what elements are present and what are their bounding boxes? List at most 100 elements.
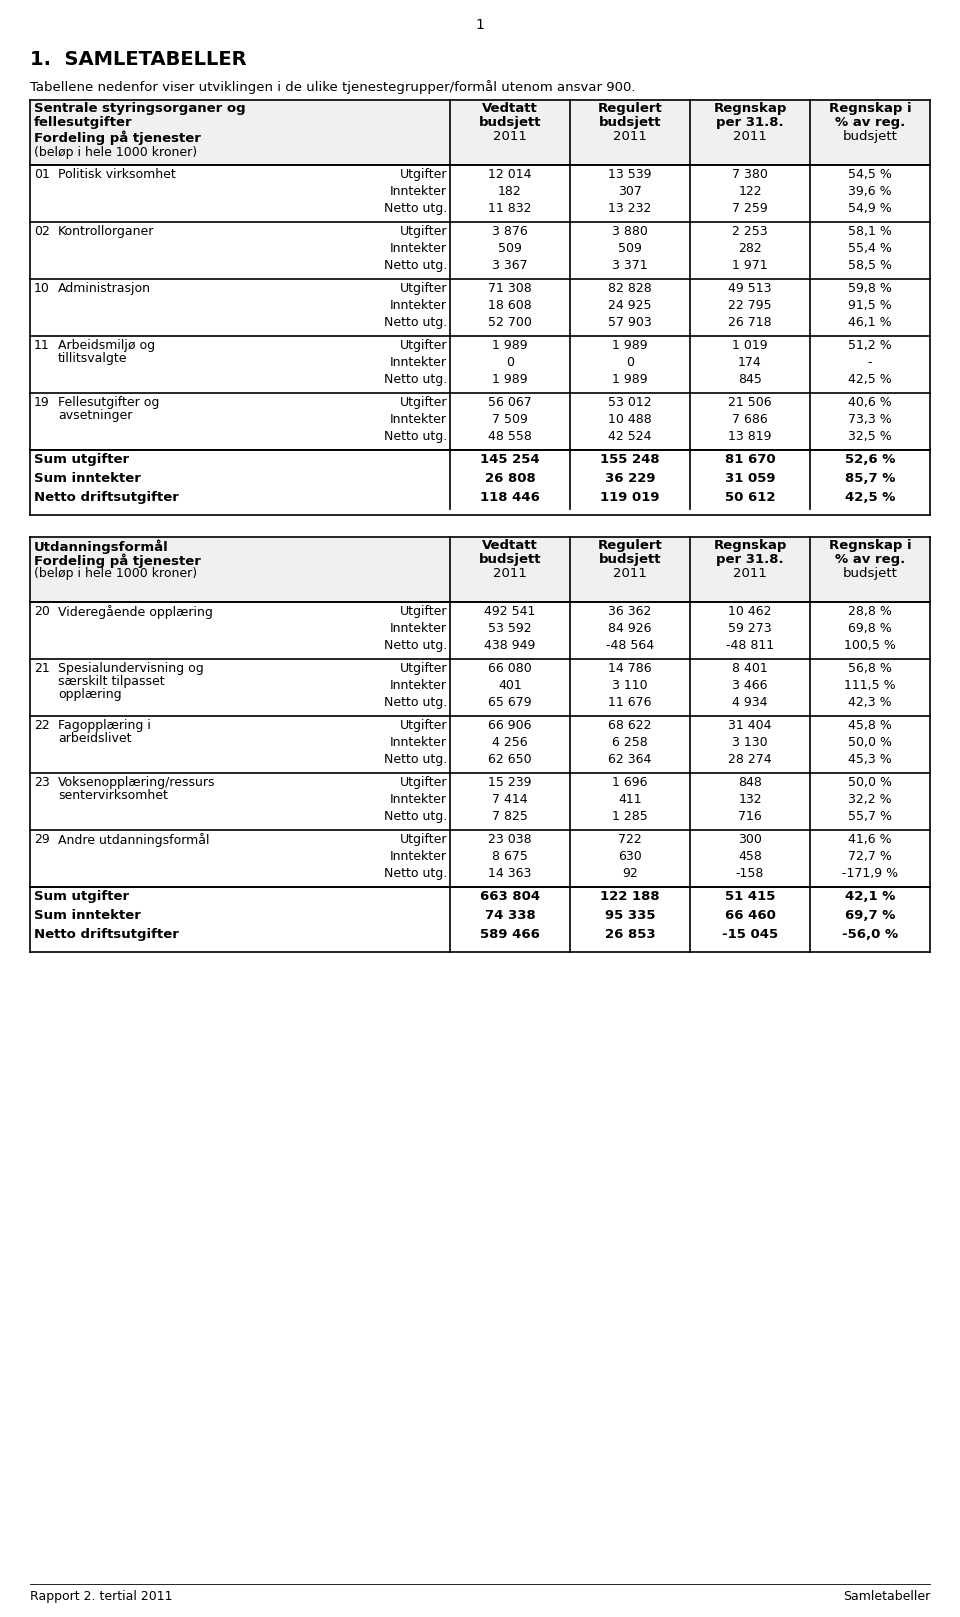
Text: Utgifter: Utgifter: [399, 720, 447, 733]
Text: 13 232: 13 232: [609, 202, 652, 215]
Text: 14 363: 14 363: [489, 867, 532, 880]
Text: 57 903: 57 903: [608, 315, 652, 328]
Text: 4 934: 4 934: [732, 695, 768, 708]
Text: 23: 23: [34, 776, 50, 789]
Text: 300: 300: [738, 833, 762, 846]
Text: Utgifter: Utgifter: [399, 833, 447, 846]
Text: 31 404: 31 404: [729, 720, 772, 733]
Text: 182: 182: [498, 184, 522, 197]
Text: 42,5 %: 42,5 %: [848, 374, 892, 386]
Text: 458: 458: [738, 851, 762, 863]
Text: Netto utg.: Netto utg.: [384, 315, 447, 328]
Text: Fagopplæring i: Fagopplæring i: [58, 720, 151, 733]
Text: 174: 174: [738, 356, 762, 369]
Text: opplæring: opplæring: [58, 687, 122, 702]
Text: 36 229: 36 229: [605, 472, 656, 485]
Text: Fellesutgifter og: Fellesutgifter og: [58, 396, 159, 409]
Text: % av reg.: % av reg.: [835, 553, 905, 566]
Text: 11: 11: [34, 340, 50, 353]
Text: 1 285: 1 285: [612, 810, 648, 823]
Text: Inntekter: Inntekter: [390, 356, 447, 369]
Text: 2011: 2011: [613, 568, 647, 581]
Text: 2011: 2011: [613, 129, 647, 142]
Text: 19: 19: [34, 396, 50, 409]
Text: tillitsvalgte: tillitsvalgte: [58, 353, 128, 365]
Text: 68 622: 68 622: [609, 720, 652, 733]
Text: 2011: 2011: [733, 568, 767, 581]
Text: 52 700: 52 700: [488, 315, 532, 328]
Text: 49 513: 49 513: [729, 281, 772, 294]
Text: 45,8 %: 45,8 %: [848, 720, 892, 733]
Text: -48 564: -48 564: [606, 639, 654, 652]
Text: Regnskap: Regnskap: [713, 538, 786, 551]
Text: 3 466: 3 466: [732, 679, 768, 692]
Text: 66 906: 66 906: [489, 720, 532, 733]
Text: (beløp i hele 1000 kroner): (beløp i hele 1000 kroner): [34, 568, 197, 581]
Text: per 31.8.: per 31.8.: [716, 553, 783, 566]
Text: 282: 282: [738, 243, 762, 255]
Text: 589 466: 589 466: [480, 928, 540, 941]
Text: 118 446: 118 446: [480, 492, 540, 505]
Bar: [30, 100, 930, 165]
Text: Utgifter: Utgifter: [399, 661, 447, 674]
Text: 91,5 %: 91,5 %: [848, 299, 892, 312]
Text: Politisk virksomhet: Politisk virksomhet: [58, 168, 176, 181]
Text: (beløp i hele 1000 kroner): (beløp i hele 1000 kroner): [34, 146, 197, 158]
Text: 51 415: 51 415: [725, 889, 775, 902]
Text: Voksenopplæring/ressurs: Voksenopplæring/ressurs: [58, 776, 215, 789]
Text: 66 460: 66 460: [725, 909, 776, 922]
Text: per 31.8.: per 31.8.: [716, 116, 783, 129]
Text: 11 832: 11 832: [489, 202, 532, 215]
Text: 59 273: 59 273: [729, 623, 772, 635]
Text: 11 676: 11 676: [609, 695, 652, 708]
Text: 42 524: 42 524: [609, 430, 652, 443]
Text: % av reg.: % av reg.: [835, 116, 905, 129]
Text: 23 038: 23 038: [489, 833, 532, 846]
Text: 8 675: 8 675: [492, 851, 528, 863]
Text: 36 362: 36 362: [609, 605, 652, 618]
Text: sentervirksomhet: sentervirksomhet: [58, 789, 168, 802]
Text: Inntekter: Inntekter: [390, 851, 447, 863]
Text: 1.  SAMLETABELLER: 1. SAMLETABELLER: [30, 50, 247, 70]
Text: 82 828: 82 828: [608, 281, 652, 294]
Text: 10 462: 10 462: [729, 605, 772, 618]
Text: Inntekter: Inntekter: [390, 299, 447, 312]
Text: Vedtatt: Vedtatt: [482, 102, 538, 115]
Text: 2 253: 2 253: [732, 225, 768, 238]
Text: 2011: 2011: [493, 568, 527, 581]
Text: Utdanningsformål: Utdanningsformål: [34, 538, 169, 553]
Text: Netto utg.: Netto utg.: [384, 259, 447, 272]
Text: 73,3 %: 73,3 %: [848, 412, 892, 425]
Text: Inntekter: Inntekter: [390, 243, 447, 255]
Text: arbeidslivet: arbeidslivet: [58, 733, 132, 745]
Text: 7 825: 7 825: [492, 810, 528, 823]
Text: fellesutgifter: fellesutgifter: [34, 116, 132, 129]
Text: 119 019: 119 019: [600, 492, 660, 505]
Text: 40,6 %: 40,6 %: [848, 396, 892, 409]
Text: 18 608: 18 608: [488, 299, 532, 312]
Text: Sum utgifter: Sum utgifter: [34, 889, 130, 902]
Text: 2011: 2011: [493, 129, 527, 142]
Text: 55,7 %: 55,7 %: [848, 810, 892, 823]
Text: 28,8 %: 28,8 %: [848, 605, 892, 618]
Text: 438 949: 438 949: [484, 639, 536, 652]
Text: særskilt tilpasset: særskilt tilpasset: [58, 674, 164, 687]
Text: Tabellene nedenfor viser utviklingen i de ulike tjenestegrupper/formål utenom an: Tabellene nedenfor viser utviklingen i d…: [30, 79, 636, 94]
Text: 55,4 %: 55,4 %: [848, 243, 892, 255]
Text: 0: 0: [506, 356, 514, 369]
Text: 58,1 %: 58,1 %: [848, 225, 892, 238]
Text: Inntekter: Inntekter: [390, 623, 447, 635]
Text: 62 364: 62 364: [609, 754, 652, 766]
Text: Utgifter: Utgifter: [399, 168, 447, 181]
Text: Inntekter: Inntekter: [390, 679, 447, 692]
Text: 58,5 %: 58,5 %: [848, 259, 892, 272]
Text: 3 367: 3 367: [492, 259, 528, 272]
Text: 21 506: 21 506: [729, 396, 772, 409]
Text: 4 256: 4 256: [492, 736, 528, 749]
Text: Fordeling på tjenester: Fordeling på tjenester: [34, 129, 201, 144]
Text: 1 989: 1 989: [612, 340, 648, 353]
Text: 7 259: 7 259: [732, 202, 768, 215]
Text: 50,0 %: 50,0 %: [848, 736, 892, 749]
Text: Sum inntekter: Sum inntekter: [34, 472, 141, 485]
Text: Utgifter: Utgifter: [399, 605, 447, 618]
